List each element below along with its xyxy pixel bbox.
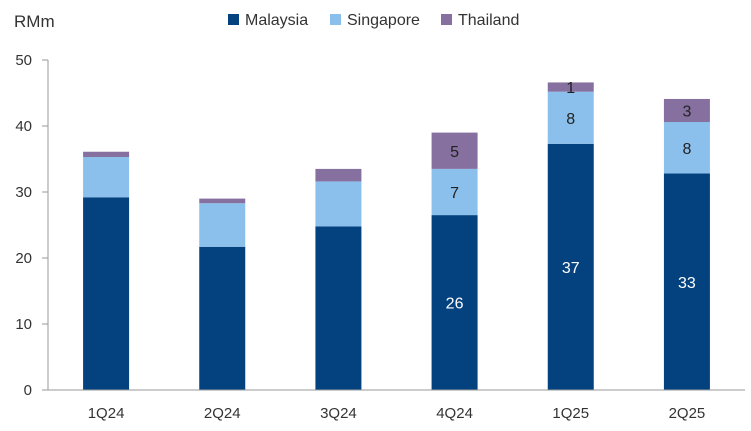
data-label-thailand-4q24: 5 (450, 144, 459, 161)
legend-swatch-singapore (330, 14, 341, 25)
x-tick-label: 2Q24 (204, 405, 241, 422)
x-tick-label: 2Q25 (669, 405, 706, 422)
legend-label-malaysia: Malaysia (245, 12, 308, 29)
y-tick-label: 30 (15, 184, 32, 201)
bar-malaysia-3q24 (315, 226, 362, 390)
data-label-singapore-1q25: 8 (566, 111, 575, 128)
data-label-thailand-2q25: 3 (682, 103, 691, 120)
data-label-singapore-2q25: 8 (682, 141, 691, 158)
bar-malaysia-1q24 (83, 197, 130, 390)
y-axis-ticks: 0 10 20 30 40 50 (15, 52, 48, 399)
legend-swatch-thailand (441, 14, 452, 25)
bar-singapore-1q25 (547, 91, 594, 144)
data-label-thailand-1q25: 1 (566, 80, 575, 97)
y-tick-label: 40 (15, 118, 32, 135)
bar-thailand-1q24 (83, 151, 130, 158)
legend-label-thailand: Thailand (458, 12, 519, 29)
bar-thailand-4q24 (431, 132, 478, 169)
data-label-malaysia-4q24: 26 (446, 296, 464, 313)
bar-singapore-2q25 (663, 122, 710, 174)
bar-malaysia-1q25 (547, 143, 594, 390)
legend-swatch-malaysia (228, 14, 239, 25)
bar-malaysia-2q24 (199, 246, 246, 390)
bar-malaysia-4q24 (431, 215, 478, 390)
data-label-malaysia-1q25: 37 (562, 260, 580, 277)
bar-thailand-2q24 (199, 198, 246, 204)
data-label-malaysia-2q25: 33 (678, 275, 696, 292)
legend: Malaysia Singapore Thailand (228, 12, 519, 29)
x-tick-label: 3Q24 (320, 405, 357, 422)
bars (83, 82, 710, 390)
x-tick-label: 1Q24 (88, 405, 125, 422)
data-label-singapore-4q24: 7 (450, 185, 459, 202)
legend-label-singapore: Singapore (347, 12, 420, 29)
x-axis-ticks: 1Q24 2Q24 3Q24 4Q24 1Q25 2Q25 (88, 405, 706, 422)
bar-thailand-1q25 (547, 82, 594, 92)
y-tick-label: 50 (15, 52, 32, 69)
bar-singapore-3q24 (315, 181, 362, 227)
x-tick-label: 4Q24 (436, 405, 473, 422)
bar-singapore-2q24 (199, 203, 246, 247)
y-tick-label: 20 (15, 250, 32, 267)
bar-singapore-4q24 (431, 168, 478, 216)
x-tick-label: 1Q25 (552, 405, 589, 422)
bar-thailand-3q24 (315, 168, 362, 182)
y-tick-label: 0 (24, 382, 32, 399)
y-tick-label: 10 (15, 316, 32, 333)
bar-singapore-1q24 (83, 157, 130, 198)
bar-thailand-2q25 (663, 98, 710, 123)
bar-malaysia-2q25 (663, 173, 710, 390)
data-labels: 26 7 5 37 8 1 33 8 3 (446, 80, 696, 312)
y-unit-label: RMm (14, 12, 55, 31)
